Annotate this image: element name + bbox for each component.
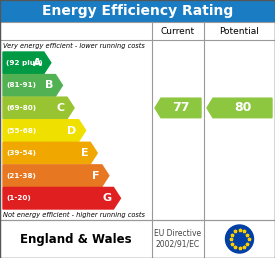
Polygon shape bbox=[3, 187, 120, 209]
Text: Energy Efficiency Rating: Energy Efficiency Rating bbox=[42, 4, 233, 18]
Text: (39-54): (39-54) bbox=[6, 150, 36, 156]
Polygon shape bbox=[207, 98, 272, 118]
Text: E: E bbox=[81, 148, 88, 158]
Polygon shape bbox=[3, 52, 51, 74]
Text: Current: Current bbox=[161, 27, 195, 36]
Text: 2002/91/EC: 2002/91/EC bbox=[156, 239, 200, 248]
Text: G: G bbox=[102, 193, 111, 203]
Text: (55-68): (55-68) bbox=[6, 127, 36, 133]
Polygon shape bbox=[3, 165, 109, 187]
Text: D: D bbox=[67, 125, 77, 135]
Text: 77: 77 bbox=[172, 101, 190, 115]
Bar bbox=[0, 220, 275, 258]
Text: F: F bbox=[92, 171, 100, 181]
Text: C: C bbox=[57, 103, 65, 113]
Text: (69-80): (69-80) bbox=[6, 105, 36, 111]
Polygon shape bbox=[155, 98, 201, 118]
Text: (81-91): (81-91) bbox=[6, 82, 36, 88]
Bar bbox=[0, 22, 275, 220]
Circle shape bbox=[226, 225, 254, 253]
Polygon shape bbox=[3, 75, 62, 96]
Text: England & Wales: England & Wales bbox=[20, 232, 132, 246]
Bar bbox=[0, 0, 275, 22]
Polygon shape bbox=[3, 120, 86, 141]
Text: A: A bbox=[33, 58, 42, 68]
Text: Very energy efficient - lower running costs: Very energy efficient - lower running co… bbox=[3, 43, 145, 49]
Text: Potential: Potential bbox=[219, 27, 259, 36]
Text: B: B bbox=[45, 80, 53, 90]
Text: EU Directive: EU Directive bbox=[155, 230, 202, 238]
Polygon shape bbox=[3, 142, 97, 164]
Text: (21-38): (21-38) bbox=[6, 173, 36, 179]
Text: (92 plus): (92 plus) bbox=[6, 60, 43, 66]
Text: 80: 80 bbox=[234, 101, 251, 115]
Text: Not energy efficient - higher running costs: Not energy efficient - higher running co… bbox=[3, 212, 145, 217]
Polygon shape bbox=[3, 97, 74, 119]
Text: (1-20): (1-20) bbox=[6, 195, 31, 201]
